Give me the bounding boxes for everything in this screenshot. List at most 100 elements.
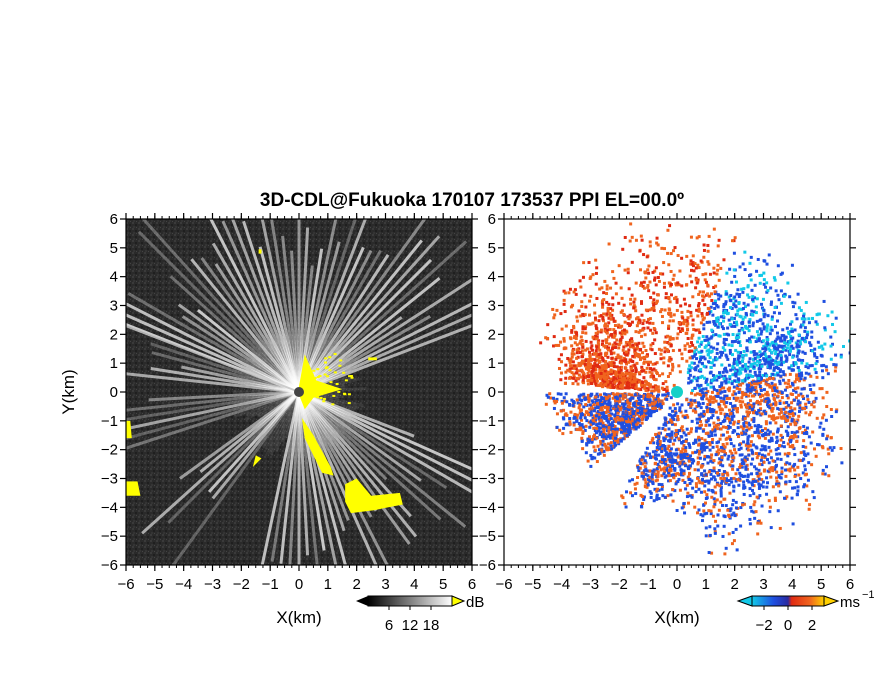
velocity-pixel: [544, 336, 548, 340]
velocity-pixel: [639, 402, 643, 406]
velocity-pixel: [748, 487, 752, 491]
velocity-pixel: [581, 345, 585, 349]
velocity-pixel: [636, 465, 640, 469]
velocity-pixel: [700, 444, 704, 448]
snr-flag-pixel: [338, 364, 342, 367]
velocity-pixel: [778, 475, 782, 479]
velocity-pixel: [722, 377, 726, 381]
velocity-pixel: [745, 406, 749, 410]
velocity-pixel: [769, 364, 773, 368]
velocity-pixel: [582, 392, 586, 396]
velocity-pixel: [728, 351, 732, 355]
velocity-pixel: [656, 397, 660, 401]
velocity-pixel: [643, 271, 647, 275]
velocity-pixel: [803, 376, 807, 380]
velocity-pixel: [732, 239, 736, 243]
velocity-pixel: [728, 306, 732, 310]
velocity-pixel: [678, 409, 682, 413]
velocity-pixel: [673, 407, 677, 411]
velocity-pixel: [757, 408, 761, 412]
velocity-pixel: [652, 303, 656, 307]
velocity-pixel: [634, 368, 638, 372]
velocity-pixel: [777, 484, 781, 488]
velocity-pixel: [607, 397, 611, 401]
snr-beam: [265, 391, 301, 455]
velocity-pixel: [572, 366, 576, 370]
velocity-pixel: [757, 410, 761, 414]
velocity-pixel: [763, 427, 767, 431]
velocity-pixel: [701, 401, 705, 405]
velocity-pixel: [606, 408, 610, 412]
velocity-pixel: [685, 495, 689, 499]
velocity-pixel: [722, 444, 726, 448]
velocity-pixel: [715, 351, 719, 355]
velocity-pixel: [709, 456, 713, 460]
velocity-pixel: [774, 349, 778, 353]
velocity-pixel: [634, 309, 638, 313]
velocity-pixel: [616, 355, 620, 359]
velocity-pixel: [725, 355, 729, 359]
velocity-pixel: [589, 409, 593, 413]
velocity-pixel: [795, 377, 799, 381]
velocity-pixel: [754, 467, 758, 471]
velocity-pixel: [559, 371, 563, 375]
velocity-pixel: [608, 436, 612, 440]
velocity-pixel: [814, 362, 818, 366]
velocity-pixel: [670, 430, 674, 434]
velocity-pixel: [609, 307, 613, 311]
velocity-pixel: [744, 455, 748, 459]
snr-flag-pixel: [328, 356, 332, 359]
velocity-pixel: [653, 453, 657, 457]
velocity-pixel: [783, 496, 787, 500]
velocity-pixel: [655, 409, 659, 413]
velocity-pixel: [768, 343, 772, 347]
snr-flag-region: [126, 481, 141, 496]
velocity-pixel: [724, 477, 728, 481]
velocity-pixel: [786, 382, 790, 386]
velocity-pixel: [584, 348, 588, 352]
velocity-pixel: [593, 311, 597, 315]
velocity-pixel: [625, 419, 629, 423]
velocity-pixel: [823, 342, 827, 346]
velocity-pixel: [628, 426, 632, 430]
velocity-pixel: [810, 330, 814, 334]
velocity-pixel: [579, 416, 583, 420]
velocity-pixel: [676, 461, 680, 465]
velocity-pixel: [663, 346, 667, 350]
velocity-pixel: [620, 417, 624, 421]
velocity-pixel: [710, 328, 714, 332]
velocity-pixel: [719, 445, 723, 449]
velocity-pixel: [700, 445, 704, 449]
velocity-pixel: [662, 472, 666, 476]
velocity-pixel: [775, 371, 779, 375]
velocity-pixel: [710, 349, 714, 353]
velocity-pixel: [768, 403, 772, 407]
velocity-pixel: [746, 413, 750, 417]
velocity-pixel: [706, 292, 710, 296]
velocity-pixel: [648, 403, 652, 407]
velocity-pixel: [746, 444, 750, 448]
velocity-pixel: [666, 454, 670, 458]
velocity-pixel: [727, 396, 731, 400]
velocity-pixel: [604, 425, 608, 429]
velocity-pixel: [595, 354, 599, 358]
velocity-pixel: [642, 345, 646, 349]
velocity-pixel: [710, 390, 714, 394]
velocity-pixel: [758, 373, 762, 377]
velocity-pixel: [773, 339, 777, 343]
velocity-pixel: [589, 322, 593, 326]
velocity-pixel: [618, 380, 622, 384]
velocity-pixel: [737, 295, 741, 299]
velocity-pixel: [705, 377, 709, 381]
velocity-pixel: [745, 421, 749, 425]
velocity-pixel: [563, 413, 567, 417]
velocity-pixel: [805, 394, 809, 398]
snr-beam: [214, 263, 301, 393]
velocity-pixel: [744, 465, 748, 469]
velocity-pixel: [609, 364, 613, 368]
velocity-pixel: [612, 433, 616, 437]
velocity-pixel: [693, 386, 697, 390]
velocity-pixel: [745, 457, 749, 461]
velocity-pixel: [624, 358, 628, 362]
velocity-pixel: [834, 410, 838, 414]
